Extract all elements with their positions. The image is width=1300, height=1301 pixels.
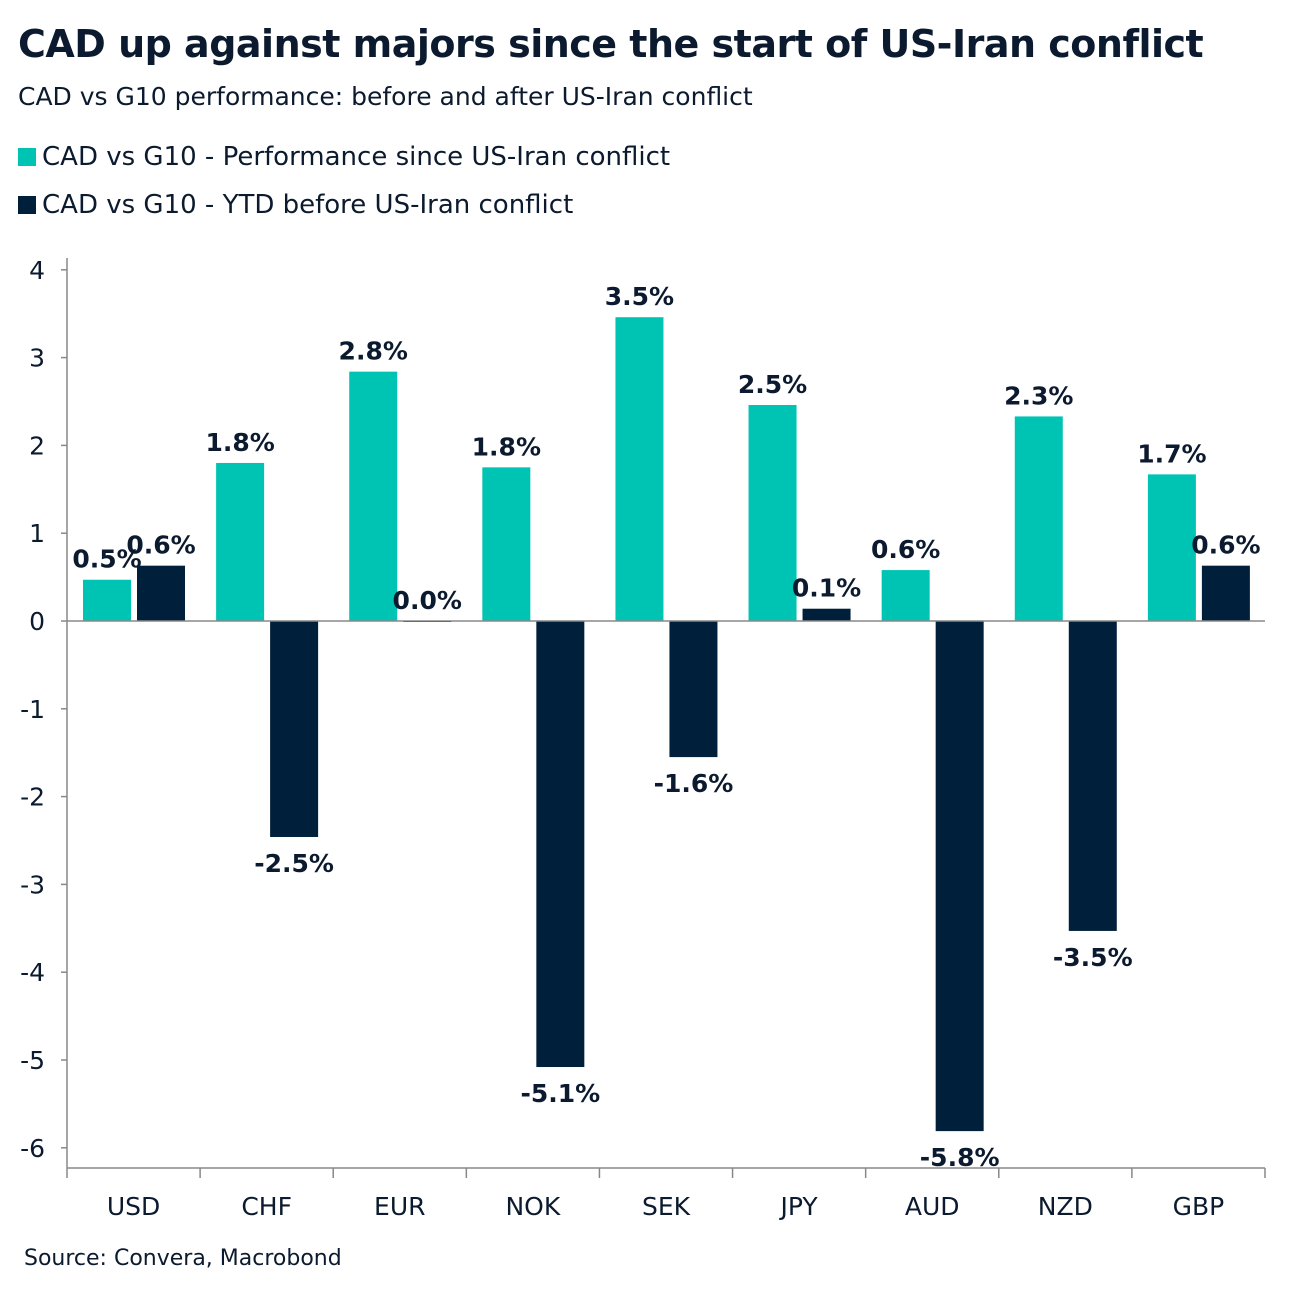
y-tick-label: 2: [29, 431, 45, 460]
bar-eur-series-1: [349, 371, 398, 621]
x-tick-label-nzd: NZD: [1038, 1192, 1093, 1221]
data-label: -5.1%: [520, 1079, 600, 1108]
chart-subtitle: CAD vs G10 performance: before and after…: [18, 82, 753, 111]
y-tick-label: -5: [20, 1046, 45, 1075]
bar-jpy-series-2: [802, 608, 851, 621]
y-tick-label: 3: [29, 344, 45, 373]
legend-label: CAD vs G10 - Performance since US-Iran c…: [42, 142, 671, 172]
data-label: 0.6%: [1191, 531, 1260, 560]
bar-usd-series-1: [83, 579, 131, 621]
legend-swatch-navy: [18, 196, 36, 214]
bar-nok-series-2: [536, 621, 585, 1068]
data-label: 1.7%: [1137, 439, 1206, 468]
bar-nok-series-1: [482, 467, 531, 621]
y-tick-label: -2: [20, 783, 45, 812]
bar-gbp-series-1: [1147, 474, 1196, 621]
data-label: -2.5%: [254, 849, 334, 878]
source-note: Source: Convera, Macrobond: [24, 1246, 342, 1271]
bar-chf-series-2: [270, 621, 319, 837]
bar-nzd-series-1: [1014, 416, 1063, 621]
y-tick-label: 0: [29, 607, 45, 636]
data-label: 1.8%: [472, 432, 541, 461]
y-tick-label: 1: [29, 519, 45, 548]
bar-jpy-series-1: [748, 405, 797, 621]
bar-usd-series-2: [137, 565, 185, 621]
data-label: 0.1%: [792, 574, 861, 603]
x-tick-label-gbp: GBP: [1173, 1192, 1225, 1221]
y-tick-label: -6: [20, 1134, 45, 1163]
legend-item-since-conflict: CAD vs G10 - Performance since US-Iran c…: [18, 142, 670, 172]
data-label: -1.6%: [654, 769, 734, 798]
data-label: 0.0%: [393, 586, 462, 615]
data-label: 2.8%: [339, 337, 408, 366]
x-tick-label-sek: SEK: [642, 1192, 691, 1221]
bar-gbp-series-2: [1201, 565, 1250, 621]
y-tick-label: 4: [29, 256, 45, 285]
data-label: -5.8%: [920, 1143, 1000, 1172]
x-tick-label-eur: EUR: [374, 1192, 425, 1221]
x-tick-label-jpy: JPY: [779, 1192, 819, 1221]
data-label: 0.6%: [871, 535, 940, 564]
legend-item-ytd-before: CAD vs G10 - YTD before US-Iran conflict: [18, 190, 573, 220]
bar-chf-series-1: [216, 462, 265, 621]
x-tick-label-usd: USD: [107, 1192, 160, 1221]
chart-title: CAD up against majors since the start of…: [18, 22, 1204, 66]
legend-swatch-teal: [18, 148, 36, 166]
data-label: 2.5%: [738, 370, 807, 399]
x-tick-label-aud: AUD: [905, 1192, 960, 1221]
bar-aud-series-1: [881, 570, 930, 621]
bar-sek-series-1: [615, 317, 664, 621]
x-tick-label-chf: CHF: [241, 1192, 292, 1221]
data-label: 3.5%: [605, 282, 674, 311]
data-label: 1.8%: [205, 428, 274, 457]
data-label: 0.6%: [126, 531, 195, 560]
bar-nzd-series-2: [1068, 621, 1117, 931]
x-tick-label-nok: NOK: [505, 1192, 560, 1221]
bar-aud-series-2: [935, 621, 984, 1132]
bar-sek-series-2: [669, 621, 718, 758]
y-tick-label: -4: [20, 958, 45, 987]
legend-label: CAD vs G10 - YTD before US-Iran conflict: [42, 190, 574, 220]
data-label: 2.3%: [1004, 381, 1073, 410]
y-tick-label: -1: [20, 695, 45, 724]
data-label: -3.5%: [1053, 943, 1133, 972]
y-tick-label: -3: [20, 870, 45, 899]
data-label: 0.5%: [72, 545, 141, 574]
